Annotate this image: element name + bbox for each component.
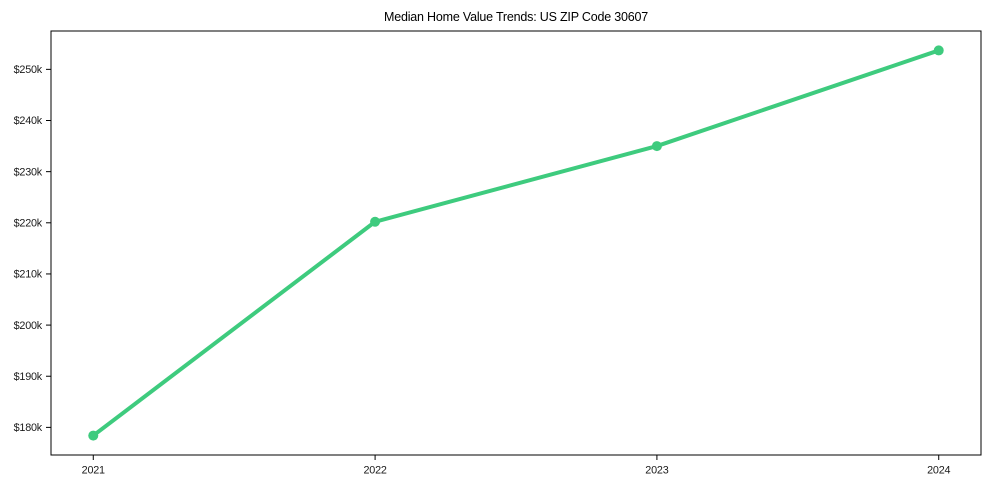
y-tick-label: $190k (14, 371, 43, 383)
x-tick-label: 2023 (645, 465, 668, 477)
data-point-marker (370, 216, 381, 227)
y-tick-label: $200k (14, 320, 43, 332)
y-tick-label: $220k (14, 217, 43, 229)
y-tick-label: $210k (14, 269, 43, 281)
y-tick-label: $230k (14, 166, 43, 178)
x-tick-label: 2022 (363, 465, 386, 477)
y-tick-label: $250k (14, 64, 43, 76)
y-tick-label: $240k (14, 115, 43, 127)
x-tick-label: 2024 (927, 465, 950, 477)
data-point-marker (651, 141, 662, 152)
trend-line (91, 48, 941, 438)
series-layer (88, 45, 944, 441)
plot-area-border (50, 30, 982, 456)
x-axis: 2021 2022 2023 2024 (82, 455, 951, 477)
x-tick-label: 2021 (82, 465, 105, 477)
data-point-marker (933, 45, 944, 56)
y-axis: $180k $190k $200k $210k $220k $230k $240k $250k (14, 64, 51, 434)
data-point-marker (88, 430, 99, 441)
chart-title: Median Home Value Trends: US ZIP Code 30… (384, 10, 648, 24)
y-tick-label: $180k (14, 422, 43, 434)
